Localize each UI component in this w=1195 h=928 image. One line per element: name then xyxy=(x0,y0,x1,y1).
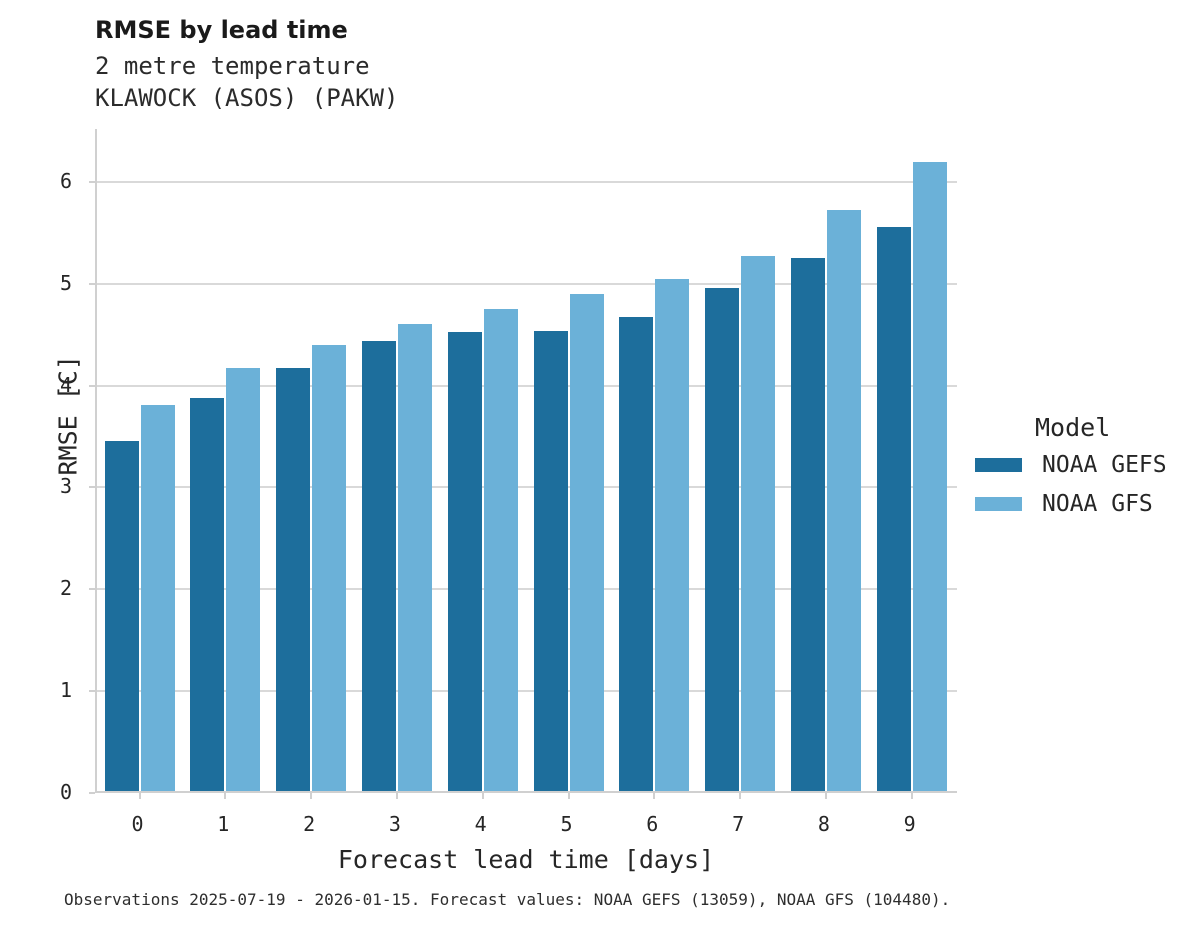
x-tick-label-9: 9 xyxy=(903,812,916,836)
x-tick-label-0: 0 xyxy=(131,812,144,836)
gridline-y-5 xyxy=(97,282,957,285)
y-tick-label-3: 3 xyxy=(59,474,72,499)
y-tick-mark-6 xyxy=(89,180,95,183)
bar-noaa-gfs-day-5 xyxy=(569,294,604,791)
y-tick-mark-0 xyxy=(89,792,95,794)
bar-noaa-gfs-day-9 xyxy=(912,161,947,791)
bar-noaa-gfs-day-8 xyxy=(826,209,861,791)
y-tick-label-1: 1 xyxy=(59,678,72,703)
gridline-y-3 xyxy=(97,486,957,489)
bar-noaa-gefs-day-3 xyxy=(361,340,396,791)
y-tick-label-4: 4 xyxy=(59,372,72,397)
x-tick-mark-6 xyxy=(653,793,656,799)
x-tick-label-1: 1 xyxy=(217,812,230,836)
bar-noaa-gfs-day-2 xyxy=(312,344,347,791)
bar-noaa-gefs-day-8 xyxy=(790,258,825,791)
bar-noaa-gefs-day-6 xyxy=(619,317,654,791)
legend-swatch-noaa-gfs xyxy=(975,497,1022,511)
bar-noaa-gefs-day-1 xyxy=(190,397,225,791)
x-tick-mark-3 xyxy=(395,793,398,799)
x-tick-mark-2 xyxy=(310,793,313,799)
x-tick-label-4: 4 xyxy=(474,812,487,836)
x-tick-label-2: 2 xyxy=(303,812,316,836)
x-tick-label-6: 6 xyxy=(646,812,659,836)
legend-entry-noaa-gefs: NOAA GEFS xyxy=(975,452,1190,478)
x-tick-mark-0 xyxy=(138,793,141,799)
bar-noaa-gefs-day-7 xyxy=(705,287,740,791)
y-tick-mark-3 xyxy=(89,486,95,489)
bar-noaa-gfs-day-0 xyxy=(140,405,175,791)
legend-label-noaa-gefs: NOAA GEFS xyxy=(1042,452,1167,478)
x-tick-label-7: 7 xyxy=(732,812,745,836)
x-tick-mark-9 xyxy=(910,793,913,799)
footer-caption: Observations 2025-07-19 - 2026-01-15. Fo… xyxy=(64,890,951,909)
gridline-y-2 xyxy=(97,588,957,591)
legend-swatch-noaa-gefs xyxy=(975,458,1022,472)
legend-title: Model xyxy=(1035,413,1111,442)
bar-noaa-gfs-day-4 xyxy=(483,309,518,791)
y-tick-mark-4 xyxy=(89,384,95,387)
chart-subtitle-station: KLAWOCK (ASOS) (PAKW) xyxy=(95,84,399,112)
chart-title: RMSE by lead time xyxy=(95,16,348,44)
y-tick-label-6: 6 xyxy=(59,168,72,193)
gridline-y-1 xyxy=(97,690,957,693)
legend-label-noaa-gfs: NOAA GFS xyxy=(1042,491,1153,517)
y-tick-label-5: 5 xyxy=(59,270,72,295)
x-tick-mark-7 xyxy=(739,793,742,799)
x-tick-mark-8 xyxy=(824,793,827,799)
x-tick-label-3: 3 xyxy=(388,812,401,836)
bar-noaa-gefs-day-2 xyxy=(276,368,311,791)
bar-noaa-gefs-day-0 xyxy=(104,440,139,791)
y-tick-mark-5 xyxy=(89,282,95,285)
x-tick-mark-5 xyxy=(567,793,570,799)
x-tick-label-5: 5 xyxy=(560,812,573,836)
bar-noaa-gefs-day-4 xyxy=(447,331,482,791)
x-tick-label-8: 8 xyxy=(817,812,830,836)
plot-area xyxy=(89,129,957,799)
y-tick-mark-2 xyxy=(89,588,95,591)
bar-noaa-gefs-day-5 xyxy=(533,330,568,791)
x-tick-mark-1 xyxy=(224,793,227,799)
gridline-y-4 xyxy=(97,384,957,387)
chart-subtitle-variable: 2 metre temperature xyxy=(95,52,370,80)
bar-noaa-gfs-day-6 xyxy=(655,278,690,791)
legend-entry-noaa-gfs: NOAA GFS xyxy=(975,491,1190,517)
legend: Model NOAA GEFS NOAA GFS xyxy=(975,413,1190,530)
y-tick-mark-1 xyxy=(89,690,95,693)
y-tick-label-0: 0 xyxy=(59,780,72,804)
bar-noaa-gefs-day-9 xyxy=(876,226,911,791)
y-tick-label-2: 2 xyxy=(59,576,72,601)
bar-noaa-gfs-day-3 xyxy=(397,323,432,791)
bar-noaa-gfs-day-7 xyxy=(741,256,776,791)
x-axis-label: Forecast lead time [days] xyxy=(337,845,715,874)
bar-noaa-gfs-day-1 xyxy=(226,368,261,791)
x-tick-mark-4 xyxy=(481,793,484,799)
gridline-y-6 xyxy=(97,180,957,183)
